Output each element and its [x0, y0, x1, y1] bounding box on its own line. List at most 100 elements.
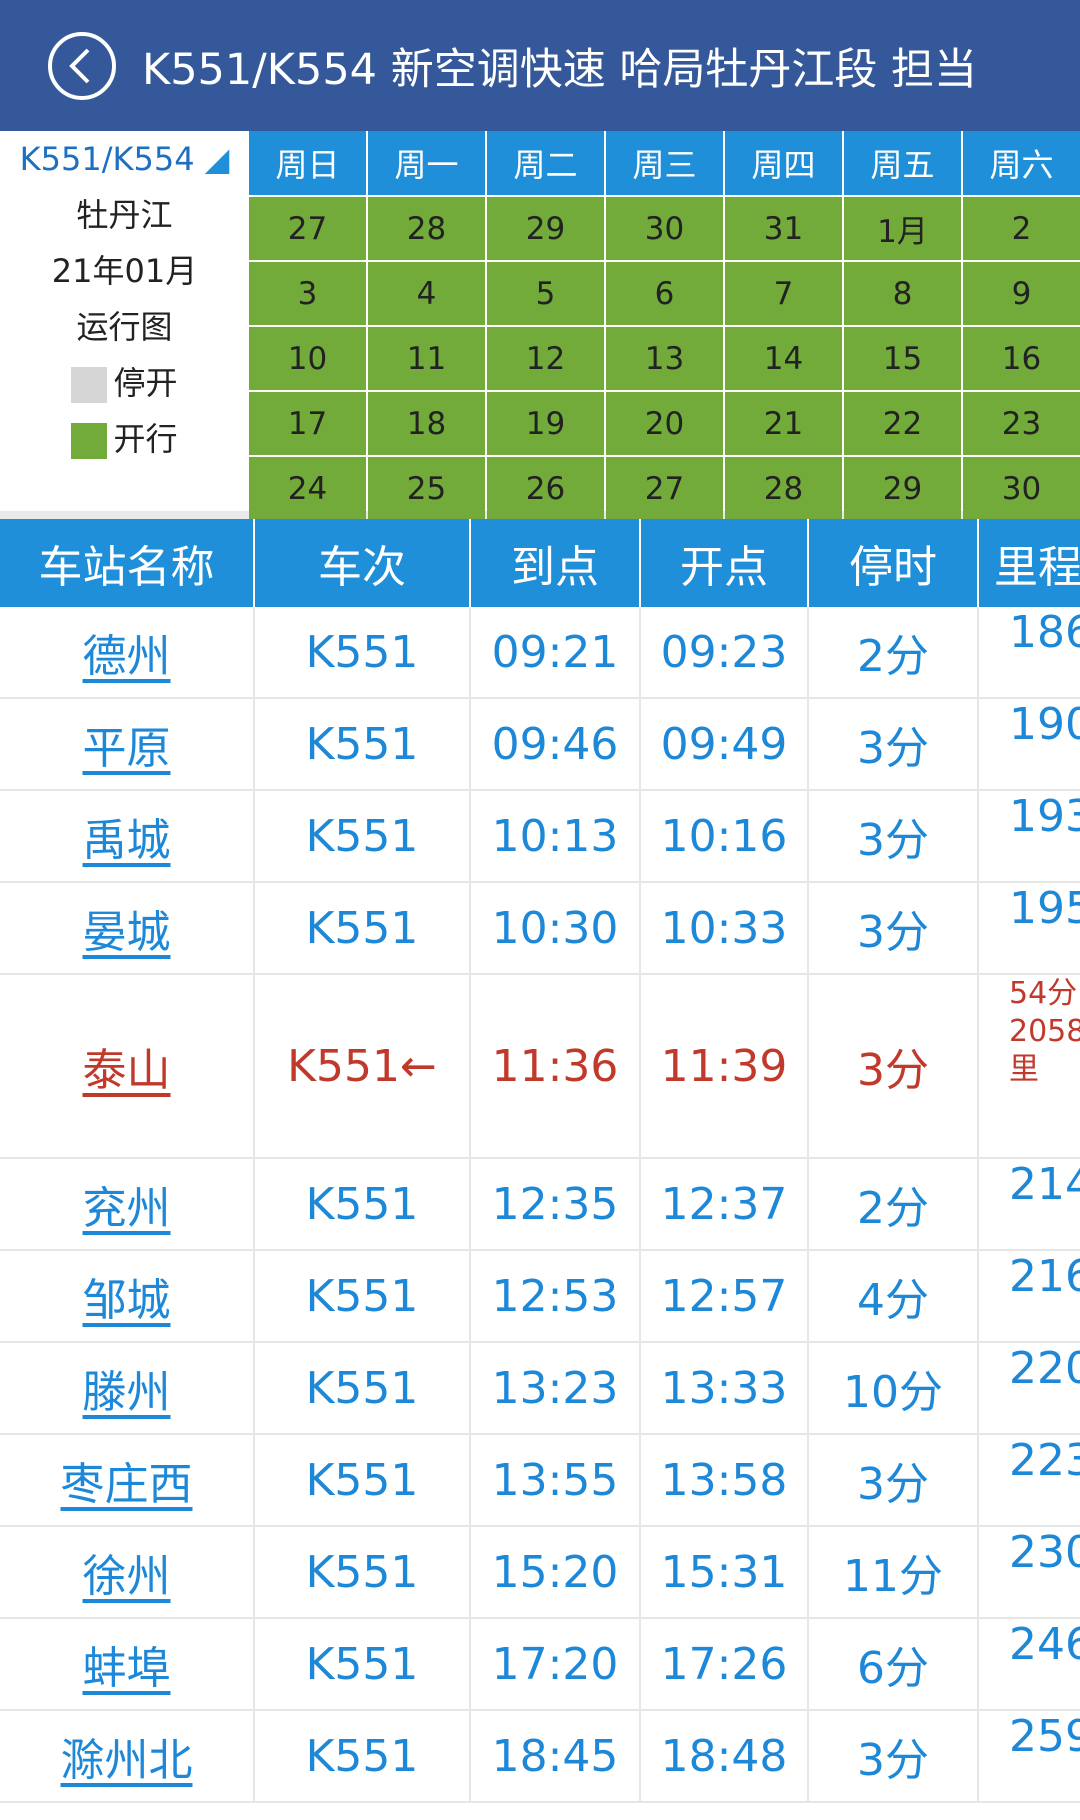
- day-cell[interactable]: 20: [606, 392, 723, 455]
- app-bar: K551/K554 新空调快速 哈局牡丹江段 担当: [0, 0, 1080, 131]
- day-cell[interactable]: 10: [249, 327, 366, 390]
- cell-station[interactable]: 滕州: [0, 1343, 255, 1435]
- day-cell[interactable]: 14: [725, 327, 842, 390]
- cell-depart: 12:37: [641, 1159, 809, 1251]
- column-header: 开点: [641, 519, 809, 607]
- day-cell[interactable]: 22: [844, 392, 961, 455]
- day-cell[interactable]: 21: [725, 392, 842, 455]
- day-cell[interactable]: 9: [963, 262, 1080, 325]
- cell-stop: 10分: [809, 1343, 979, 1435]
- day-cell[interactable]: 3: [249, 262, 366, 325]
- day-cell[interactable]: 4: [368, 262, 485, 325]
- cell-train: K551: [255, 1435, 471, 1527]
- cell-station[interactable]: 蚌埠: [0, 1619, 255, 1711]
- cell-depart: 12:57: [641, 1251, 809, 1343]
- day-cell[interactable]: 27: [249, 197, 366, 260]
- day-cell[interactable]: 15: [844, 327, 961, 390]
- cell-mileage: 246: [979, 1619, 1080, 1711]
- calendar-info: K551/K554 ◢ 牡丹江 21年01月 运行图 停开 开行: [0, 131, 249, 511]
- cell-station[interactable]: 邹城: [0, 1251, 255, 1343]
- cell-stop: 4分: [809, 1251, 979, 1343]
- day-cell[interactable]: 16: [963, 327, 1080, 390]
- day-cell[interactable]: 28: [368, 197, 485, 260]
- day-cell[interactable]: 11: [368, 327, 485, 390]
- weekday: 周五: [844, 131, 961, 195]
- day-cell[interactable]: 27: [606, 457, 723, 520]
- day-cell[interactable]: 26: [487, 457, 604, 520]
- cell-stop: 3分: [809, 791, 979, 883]
- cell-stop: 11分: [809, 1527, 979, 1619]
- weekday: 周三: [606, 131, 723, 195]
- cell-station[interactable]: 滁州北: [0, 1711, 255, 1803]
- day-cell[interactable]: 1月: [844, 197, 961, 260]
- cell-train: K551←: [255, 975, 471, 1159]
- weekday: 周六: [963, 131, 1080, 195]
- day-cell[interactable]: 8: [844, 262, 961, 325]
- column-header: 停时: [809, 519, 979, 607]
- cell-arrive: 10:13: [471, 791, 641, 883]
- cell-station[interactable]: 泰山: [0, 975, 255, 1159]
- cell-stop: 3分: [809, 1711, 979, 1803]
- cell-train: K551: [255, 699, 471, 791]
- cell-stop: 3分: [809, 1435, 979, 1527]
- back-button[interactable]: [46, 30, 118, 102]
- cell-arrive: 15:20: [471, 1527, 641, 1619]
- day-cell[interactable]: 30: [963, 457, 1080, 520]
- timetable: 车站名称车次到点开点停时里程德州K55109:2109:232分186平原K55…: [0, 519, 1080, 1803]
- weekday: 周一: [368, 131, 485, 195]
- cell-mileage: 220: [979, 1343, 1080, 1435]
- cell-station[interactable]: 晏城: [0, 883, 255, 975]
- day-cell[interactable]: 5: [487, 262, 604, 325]
- month: 21年01月: [51, 252, 198, 290]
- cell-train: K551: [255, 1343, 471, 1435]
- cell-stop: 3分: [809, 883, 979, 975]
- train-code[interactable]: K551/K554 ◢: [19, 140, 230, 178]
- cell-mileage: 193: [979, 791, 1080, 883]
- cell-station[interactable]: 兖州: [0, 1159, 255, 1251]
- day-cell[interactable]: 12: [487, 327, 604, 390]
- cell-depart: 13:33: [641, 1343, 809, 1435]
- cell-mileage: 259: [979, 1711, 1080, 1803]
- day-cell[interactable]: 29: [487, 197, 604, 260]
- cell-arrive: 11:36: [471, 975, 641, 1159]
- cell-station[interactable]: 平原: [0, 699, 255, 791]
- cell-stop: 3分: [809, 699, 979, 791]
- day-cell[interactable]: 31: [725, 197, 842, 260]
- day-cell[interactable]: 18: [368, 392, 485, 455]
- weekday: 周日: [249, 131, 366, 195]
- caption: 运行图: [76, 308, 173, 346]
- cell-mileage: 216: [979, 1251, 1080, 1343]
- day-cell[interactable]: 25: [368, 457, 485, 520]
- cell-depart: 10:33: [641, 883, 809, 975]
- day-cell[interactable]: 7: [725, 262, 842, 325]
- day-cell[interactable]: 6: [606, 262, 723, 325]
- cell-mileage: 186: [979, 607, 1080, 699]
- day-cell[interactable]: 2: [963, 197, 1080, 260]
- cell-train: K551: [255, 791, 471, 883]
- cell-mileage: 190: [979, 699, 1080, 791]
- mileage-line: 54分: [1009, 976, 1078, 1011]
- cell-stop: 6分: [809, 1619, 979, 1711]
- cell-station[interactable]: 枣庄西: [0, 1435, 255, 1527]
- cell-mileage: 54分 2058 里: [979, 975, 1080, 1159]
- cell-depart: 09:49: [641, 699, 809, 791]
- cell-arrive: 13:55: [471, 1435, 641, 1527]
- cell-train: K551: [255, 1711, 471, 1803]
- day-cell[interactable]: 17: [249, 392, 366, 455]
- day-cell[interactable]: 30: [606, 197, 723, 260]
- cell-mileage: 214: [979, 1159, 1080, 1251]
- day-cell[interactable]: 29: [844, 457, 961, 520]
- day-cell[interactable]: 24: [249, 457, 366, 520]
- cell-train: K551: [255, 1619, 471, 1711]
- day-cell[interactable]: 28: [725, 457, 842, 520]
- day-cell[interactable]: 19: [487, 392, 604, 455]
- cell-arrive: 10:30: [471, 883, 641, 975]
- day-cell[interactable]: 13: [606, 327, 723, 390]
- cell-station[interactable]: 德州: [0, 607, 255, 699]
- cell-station[interactable]: 徐州: [0, 1527, 255, 1619]
- cell-arrive: 17:20: [471, 1619, 641, 1711]
- title: K551/K554 新空调快速 哈局牡丹江段 担当: [142, 44, 978, 95]
- cell-station[interactable]: 禹城: [0, 791, 255, 883]
- day-cell[interactable]: 23: [963, 392, 1080, 455]
